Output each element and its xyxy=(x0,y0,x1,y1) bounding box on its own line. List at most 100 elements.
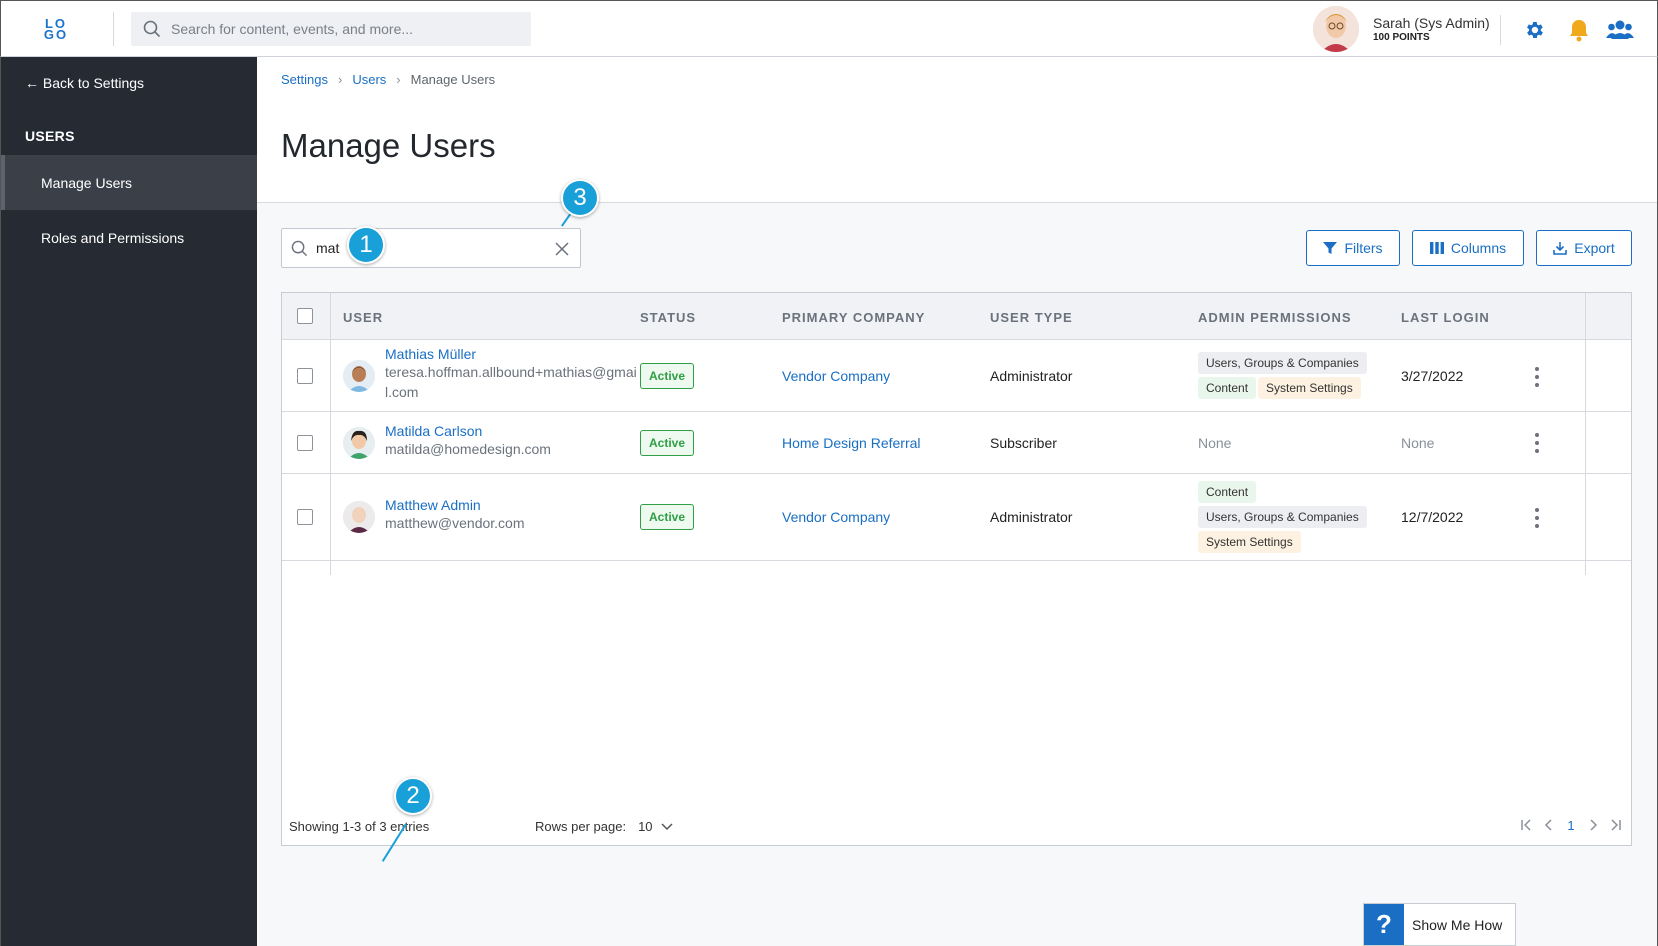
user-email: matilda@homedesign.com xyxy=(385,441,551,457)
user-name: Sarah (Sys Admin) xyxy=(1373,15,1490,31)
select-all-checkbox[interactable] xyxy=(297,308,313,324)
last-page-icon[interactable] xyxy=(1607,815,1623,835)
chevron-right-icon: › xyxy=(337,72,343,87)
table-header: USER STATUS PRIMARY COMPANY USER TYPE AD… xyxy=(282,293,1631,340)
user-points: 100 POINTS xyxy=(1373,32,1430,43)
global-search-input[interactable]: Search for content, events, and more... xyxy=(131,12,531,46)
user-menu[interactable]: Sarah (Sys Admin) 100 POINTS xyxy=(1313,6,1490,52)
chevron-down-icon xyxy=(661,822,673,830)
user-type: Administrator xyxy=(990,509,1073,525)
avatar xyxy=(343,360,375,392)
chevron-right-icon: › xyxy=(396,72,401,87)
back-to-settings-link[interactable]: ← Back to Settings xyxy=(25,75,145,91)
pagination: 1 xyxy=(1519,815,1623,835)
settings-gear-icon[interactable] xyxy=(1521,17,1547,43)
arrow-left-icon: ← xyxy=(25,75,39,91)
divider xyxy=(1585,293,1586,575)
user-name-link[interactable]: Mathias Müller xyxy=(385,346,477,362)
avatar xyxy=(1313,6,1359,52)
permission-tag: Content xyxy=(1198,481,1257,503)
divider xyxy=(330,293,331,575)
sidebar-item-label: Manage Users xyxy=(41,174,133,191)
row-checkbox[interactable] xyxy=(297,368,313,384)
company-link[interactable]: Home Design Referral xyxy=(782,435,921,451)
first-page-icon[interactable] xyxy=(1519,815,1535,835)
user-type: Administrator xyxy=(990,368,1073,384)
last-login: 3/27/2022 xyxy=(1401,368,1464,384)
callout-badge-3: 3 xyxy=(561,179,599,217)
status-badge: Active xyxy=(640,504,695,530)
rows-per-page: Rows per page: 10 xyxy=(535,819,673,834)
sidebar-item-manage-users[interactable]: Manage Users xyxy=(1,155,257,210)
search-icon xyxy=(291,240,308,256)
sidebar-item-label: Roles and Permissions xyxy=(41,229,185,246)
permission-tag: Content xyxy=(1198,377,1257,399)
table-row[interactable]: Matthew Admin matthew@vendor.com Active … xyxy=(282,474,1631,561)
avatar xyxy=(343,501,375,533)
status-badge: Active xyxy=(640,430,695,456)
page-header: Settings › Users › Manage Users Manage U… xyxy=(257,57,1657,203)
download-icon xyxy=(1553,242,1568,255)
show-me-how-label: Show Me How xyxy=(1412,916,1503,933)
show-me-how-button[interactable]: ? Show Me How xyxy=(1363,903,1516,946)
user-name-link[interactable]: Matilda Carlson xyxy=(385,423,483,439)
filters-button[interactable]: Filters xyxy=(1306,230,1400,266)
company-link[interactable]: Vendor Company xyxy=(782,509,891,525)
permission-tag: System Settings xyxy=(1198,531,1301,553)
divider xyxy=(1500,15,1501,45)
breadcrumb-users[interactable]: Users xyxy=(352,72,387,87)
admin-permissions: None xyxy=(1198,435,1232,451)
avatar xyxy=(343,427,375,459)
user-name-link[interactable]: Matthew Admin xyxy=(385,497,481,513)
rows-per-page-select[interactable]: 10 xyxy=(638,819,673,834)
status-badge: Active xyxy=(640,363,695,389)
previous-page-icon[interactable] xyxy=(1541,815,1557,835)
users-table: USER STATUS PRIMARY COMPANY USER TYPE AD… xyxy=(281,292,1632,846)
page-title: Manage Users xyxy=(281,127,496,164)
last-login: 12/7/2022 xyxy=(1401,509,1464,525)
row-checkbox[interactable] xyxy=(297,509,313,525)
callout-badge-2: 2 xyxy=(394,777,432,815)
people-icon[interactable] xyxy=(1605,17,1635,43)
last-login: None xyxy=(1401,435,1435,451)
logo[interactable]: LO GO xyxy=(43,16,69,42)
sidebar: ← Back to Settings USERS Manage Users Ro… xyxy=(0,57,257,946)
column-header-status[interactable]: STATUS xyxy=(640,310,697,325)
top-bar: LO GO Search for content, events, and mo… xyxy=(0,0,1658,57)
company-link[interactable]: Vendor Company xyxy=(782,368,891,384)
column-header-user-type[interactable]: USER TYPE xyxy=(990,310,1073,325)
permission-tag: Users, Groups & Companies xyxy=(1198,352,1367,374)
sidebar-section-title: USERS xyxy=(25,128,75,144)
permission-tag: System Settings xyxy=(1258,377,1361,399)
notification-bell-icon[interactable] xyxy=(1566,17,1592,43)
column-header-primary-company[interactable]: PRIMARY COMPANY xyxy=(782,310,926,325)
column-header-last-login[interactable]: LAST LOGIN xyxy=(1401,310,1490,325)
divider xyxy=(113,12,114,46)
table-row[interactable]: Mathias Müller teresa.hoffman.allbound+m… xyxy=(282,340,1631,412)
table-row[interactable]: Matilda Carlson matilda@homedesign.com A… xyxy=(282,412,1631,474)
row-checkbox[interactable] xyxy=(297,435,313,451)
help-question-icon: ? xyxy=(1364,904,1404,945)
columns-button[interactable]: Columns xyxy=(1412,230,1524,266)
clear-search-icon[interactable] xyxy=(552,239,572,259)
filter-icon xyxy=(1323,242,1338,254)
user-cell: Mathias Müller teresa.hoffman.allbound+m… xyxy=(385,346,637,402)
permission-tag: Users, Groups & Companies xyxy=(1198,506,1367,528)
user-email: matthew@vendor.com xyxy=(385,515,525,531)
main-content: Settings › Users › Manage Users Manage U… xyxy=(257,57,1658,946)
next-page-icon[interactable] xyxy=(1585,815,1601,835)
breadcrumb-settings[interactable]: Settings xyxy=(281,72,328,87)
page-number[interactable]: 1 xyxy=(1567,817,1575,833)
user-cell: Matilda Carlson matilda@homedesign.com xyxy=(385,423,630,459)
column-header-admin-permissions[interactable]: ADMIN PERMISSIONS xyxy=(1198,310,1352,325)
user-search-input[interactable]: mat xyxy=(281,228,581,268)
sidebar-item-roles-and-permissions[interactable]: Roles and Permissions xyxy=(1,210,257,265)
export-button[interactable]: Export xyxy=(1536,230,1632,266)
more-actions-icon[interactable] xyxy=(1534,433,1540,453)
breadcrumb: Settings › Users › Manage Users xyxy=(281,72,495,87)
column-header-user[interactable]: USER xyxy=(343,310,384,325)
callout-badge-1: 1 xyxy=(347,226,385,264)
search-value: mat xyxy=(316,240,340,256)
more-actions-icon[interactable] xyxy=(1534,367,1540,387)
more-actions-icon[interactable] xyxy=(1534,508,1540,528)
